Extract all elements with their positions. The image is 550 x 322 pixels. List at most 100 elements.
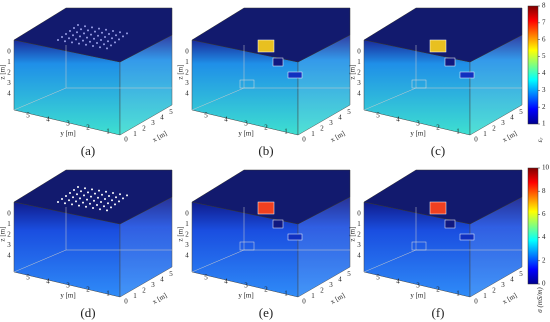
z-tick-label: 2 bbox=[185, 69, 189, 77]
sensor-dot bbox=[111, 37, 113, 40]
top-face bbox=[13, 7, 173, 63]
x-axis-title: x [m] bbox=[151, 291, 168, 306]
x-tick-label: 3 bbox=[329, 119, 333, 127]
y-axis-title: y [m] bbox=[60, 130, 75, 138]
sensor-dot bbox=[72, 34, 74, 37]
y-tick-label: 3 bbox=[66, 282, 70, 290]
sensor-dot bbox=[94, 192, 96, 195]
sensor-dot bbox=[122, 197, 124, 200]
x-tick-label: 5 bbox=[519, 108, 523, 116]
z-tick-label: 1 bbox=[185, 58, 189, 66]
object bbox=[459, 71, 475, 79]
object bbox=[272, 57, 284, 67]
y-tick-label: 3 bbox=[244, 120, 248, 128]
sensor-dot bbox=[75, 200, 77, 203]
z-tick-label: 2 bbox=[185, 231, 189, 239]
sensor-dot bbox=[100, 39, 102, 41]
x-tick-label: 2 bbox=[320, 287, 324, 295]
colorbar-tick-label: 6 bbox=[542, 35, 546, 43]
x-tick-label: 5 bbox=[169, 108, 173, 116]
sensor-dot bbox=[115, 196, 117, 199]
sensor-dot bbox=[107, 40, 109, 43]
z-tick-label: 1 bbox=[7, 58, 11, 66]
sensor-dot bbox=[122, 35, 124, 38]
x-tick-label: 5 bbox=[169, 270, 173, 278]
y-tick-label: 3 bbox=[244, 282, 248, 290]
x-tick-label: 0 bbox=[124, 298, 128, 306]
colorbar-subscript: r bbox=[540, 138, 545, 140]
sensor-dot bbox=[57, 39, 59, 41]
x-tick-label: 5 bbox=[347, 108, 351, 116]
sensor-dot bbox=[83, 32, 85, 35]
y-tick-label: 2 bbox=[86, 286, 90, 294]
y-axis-title: y [m] bbox=[410, 292, 425, 300]
sensor-dot bbox=[89, 202, 91, 205]
colorbar-tick-label: 4 bbox=[542, 233, 546, 241]
z-tick-label: 3 bbox=[185, 79, 189, 87]
y-tick-label: 1 bbox=[456, 128, 460, 136]
panel-label: (a) bbox=[81, 143, 95, 158]
panel-label: (f) bbox=[432, 305, 445, 320]
z-axis-title: z [m] bbox=[349, 65, 357, 80]
z-axis-title: z [m] bbox=[177, 227, 185, 242]
sensor-dot bbox=[126, 32, 128, 35]
sensor-dot bbox=[65, 33, 67, 35]
z-tick-label: 3 bbox=[7, 79, 11, 87]
sensor-dot bbox=[101, 193, 103, 196]
object bbox=[444, 57, 456, 67]
z-tick-label: 4 bbox=[7, 252, 11, 260]
sensor-dot bbox=[69, 30, 71, 32]
colorbar-tick-label: 8 bbox=[542, 187, 546, 195]
z-tick-label: 4 bbox=[185, 90, 189, 98]
y-tick-label: 5 bbox=[376, 274, 380, 282]
x-tick-label: 4 bbox=[160, 276, 164, 284]
sensor-dot bbox=[76, 31, 78, 34]
sensor-dot bbox=[108, 33, 110, 35]
y-tick-label: 4 bbox=[224, 116, 228, 124]
y-tick-label: 4 bbox=[224, 278, 228, 286]
sensor-dot bbox=[80, 28, 82, 31]
z-tick-label: 0 bbox=[357, 210, 361, 218]
sensor-dot bbox=[104, 198, 106, 200]
x-tick-label: 0 bbox=[302, 136, 306, 144]
x-axis-title: x [m] bbox=[329, 129, 346, 144]
sensor-dot bbox=[118, 38, 120, 41]
x-tick-label: 1 bbox=[483, 292, 487, 300]
sensor-dot bbox=[85, 43, 87, 46]
y-axis-title: y [m] bbox=[238, 130, 253, 138]
x-tick-label: 1 bbox=[133, 292, 137, 300]
sensor-dot bbox=[111, 199, 113, 202]
sensor-dot bbox=[101, 31, 103, 34]
sensor-dot bbox=[110, 206, 112, 209]
y-tick-label: 1 bbox=[106, 128, 110, 136]
sensor-dot bbox=[115, 34, 117, 37]
sensor-dot bbox=[100, 201, 102, 203]
sensor-dot bbox=[93, 199, 95, 202]
colorbar-tick-label: 7 bbox=[542, 18, 546, 26]
y-tick-label: 1 bbox=[106, 290, 110, 298]
sensor-dot bbox=[76, 193, 78, 196]
x-tick-label: 1 bbox=[133, 130, 137, 138]
sensor-dot bbox=[112, 30, 114, 32]
panel-label: (e) bbox=[259, 305, 273, 320]
colorbar-tick-label: 6 bbox=[542, 210, 546, 218]
sensor-dot bbox=[73, 189, 75, 191]
sensor-dot bbox=[57, 201, 59, 203]
x-tick-label: 3 bbox=[151, 281, 155, 289]
z-tick-label: 3 bbox=[185, 241, 189, 249]
sensor-dot bbox=[90, 195, 92, 198]
anomaly bbox=[429, 39, 447, 53]
y-tick-label: 2 bbox=[264, 286, 268, 294]
z-tick-label: 2 bbox=[357, 231, 361, 239]
panel-label: (d) bbox=[80, 305, 95, 320]
colorbar-symbol: ε bbox=[536, 139, 544, 142]
z-tick-label: 1 bbox=[185, 220, 189, 228]
colorbar-tick-label: 5 bbox=[542, 52, 546, 60]
sensor-dot bbox=[77, 186, 79, 188]
sensor-dot bbox=[106, 209, 108, 212]
colorbar-title: εr bbox=[536, 138, 546, 143]
sensor-dot bbox=[114, 41, 116, 44]
x-axis-title: x [m] bbox=[501, 291, 518, 306]
